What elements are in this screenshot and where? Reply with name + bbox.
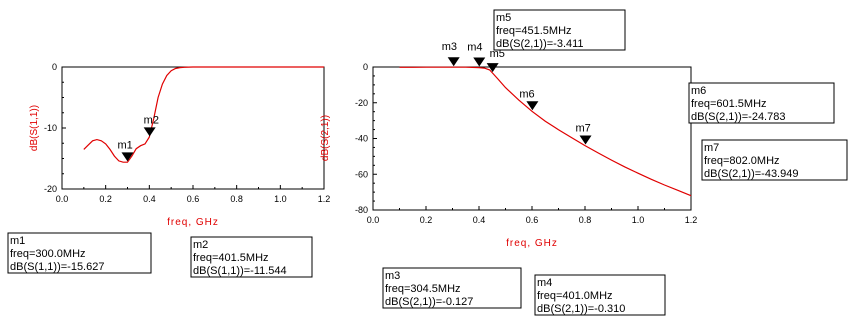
y-axis-label: dB(S(1,1))	[29, 105, 40, 151]
x-tick-label: 1.2	[318, 194, 331, 204]
marker-triangle-icon	[143, 127, 156, 137]
readout-value: dB(S(2,1))=-3.411	[496, 38, 584, 50]
marker-label: m1	[118, 139, 133, 151]
readout-box	[382, 267, 522, 309]
readout-value: dB(S(2,1))=-24.783	[691, 111, 785, 123]
marker-label: m6	[519, 88, 534, 100]
y-tick-label: -40	[355, 134, 368, 144]
x-tick-label: 1.0	[274, 194, 287, 204]
readout-freq: freq=304.5MHz	[385, 283, 461, 295]
marker-label: m3	[442, 41, 457, 53]
y-tick-label: 0	[52, 62, 57, 72]
readout-freq: freq=802.0MHz	[704, 155, 780, 167]
y-tick-label: -80	[355, 205, 368, 215]
readout-box	[688, 82, 835, 124]
marker-label: m7	[576, 123, 591, 135]
x-tick-label: 0.2	[99, 194, 112, 204]
chart-1: 0.0 0.2 0.4 0.6 0.8 1.0 1.2 -20 -10 0 freq, GHz dB(…	[7, 62, 331, 278]
readout-name: m1	[10, 235, 25, 247]
marker-triangle-icon	[121, 152, 134, 162]
x-tick-label: 0.4	[143, 194, 156, 204]
marker-triangle-icon	[579, 135, 592, 145]
y-tick-label: -20	[355, 98, 368, 108]
y-tick-label: -60	[355, 169, 368, 179]
marker-label: m5	[490, 48, 505, 60]
x-tick-label: 0.2	[420, 215, 433, 225]
x-tick-label: 0.6	[187, 194, 200, 204]
x-tick-label: 0.0	[56, 194, 69, 204]
readout-box	[190, 236, 313, 278]
marker-triangle-icon	[526, 101, 539, 111]
readout-name: m2	[193, 239, 208, 251]
readout-name: m4	[537, 277, 552, 289]
readout-value: dB(S(2,1))=-0.310	[537, 303, 625, 315]
x-tick-label: 0.8	[579, 215, 592, 225]
chart-2: 0.0 0.2 0.4 0.6 0.8 1.0 1.2 -80 -60 -40 -20 0 freq, …	[320, 9, 848, 316]
marker-label: m2	[144, 114, 159, 126]
y-tick-label: 0	[363, 62, 368, 72]
readout-freq: freq=451.5MHz	[496, 25, 572, 37]
readout-value: dB(S(2,1))=-43.949	[704, 168, 798, 180]
readout-name: m5	[496, 12, 511, 24]
readout-box	[534, 274, 666, 316]
readout-box	[493, 9, 626, 51]
readout-freq: freq=601.5MHz	[691, 98, 767, 110]
x-tick-label: 0.8	[230, 194, 243, 204]
x-tick-label: 1.0	[632, 215, 645, 225]
readout-freq: freq=401.0MHz	[537, 290, 613, 302]
readout-box	[7, 232, 152, 274]
y-axis-label: dB(S(2,1))	[320, 115, 331, 161]
readout-freq: freq=401.5MHz	[193, 252, 269, 264]
x-tick-label: 0.6	[526, 215, 539, 225]
readout-name: m7	[704, 142, 719, 154]
marker-triangle-icon	[473, 57, 486, 67]
readout-name: m3	[385, 270, 400, 282]
y-tick-label: -20	[44, 184, 57, 194]
plot-frame	[61, 66, 325, 190]
marker-triangle-icon	[486, 63, 499, 73]
readout-box	[701, 139, 848, 181]
readout-value: dB(S(1,1))=-15.627	[10, 261, 104, 273]
x-axis-label: freq, GHz	[506, 238, 558, 249]
x-axis-label: freq, GHz	[167, 217, 219, 228]
series-line-1	[399, 66, 692, 197]
x-tick-label: 1.2	[685, 215, 698, 225]
marker-label: m4	[467, 42, 482, 54]
readout-value: dB(S(2,1))=-0.127	[385, 296, 473, 308]
y-tick-label: -10	[44, 123, 57, 133]
readout-value: dB(S(1,1))=-11.544	[193, 265, 287, 277]
readout-freq: freq=300.0MHz	[10, 248, 86, 260]
x-tick-label: 0.0	[367, 215, 380, 225]
x-tick-label: 0.4	[473, 215, 486, 225]
marker-triangle-icon	[447, 57, 460, 67]
readout-name: m6	[691, 85, 706, 97]
